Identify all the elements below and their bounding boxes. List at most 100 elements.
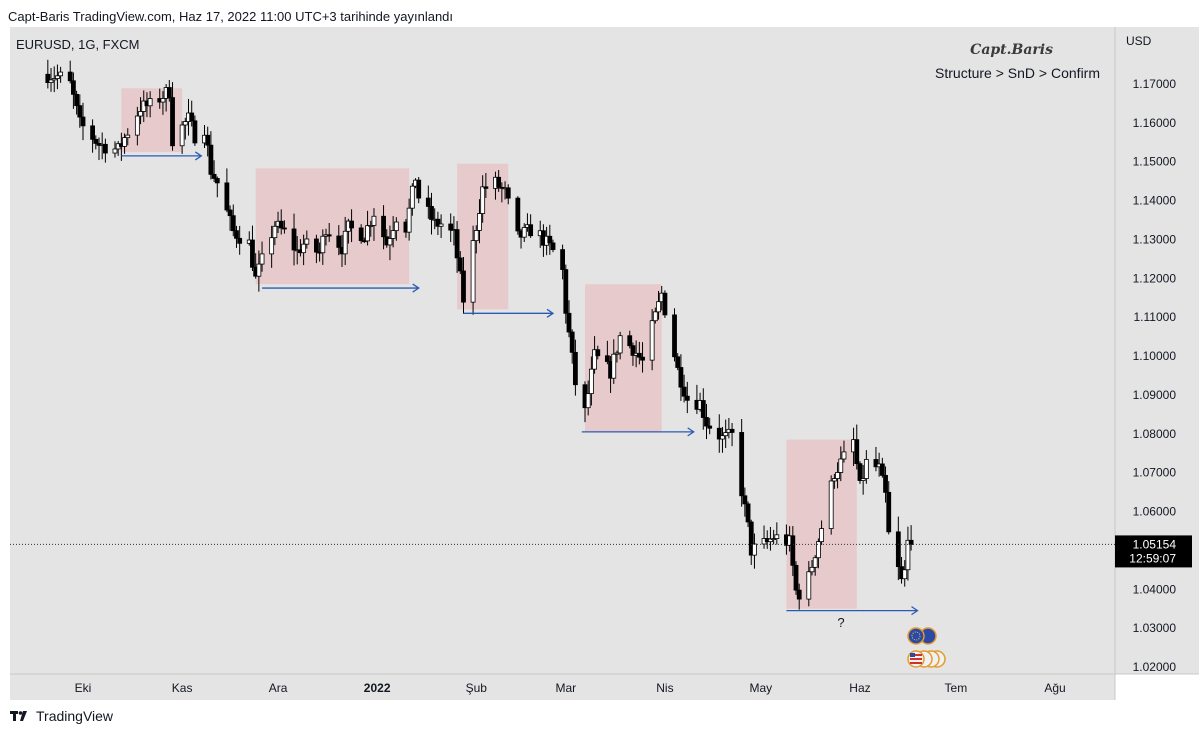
us-flag-icon[interactable]: [907, 650, 946, 668]
price-tick-label: 1.09000: [1133, 388, 1177, 402]
candle: [278, 209, 284, 235]
zone-arrow[interactable]: [262, 283, 420, 293]
candle: [796, 583, 802, 610]
time-tick-label: Ağu: [1044, 681, 1065, 695]
price-tick-label: 1.10000: [1133, 349, 1177, 363]
candle: [649, 309, 655, 371]
candle: [841, 440, 847, 463]
candle: [617, 331, 623, 360]
candle: [480, 175, 486, 223]
candle: [547, 224, 553, 255]
price-tick-label: 1.04000: [1133, 582, 1177, 596]
candle: [416, 176, 422, 204]
currency-label: USD: [1126, 34, 1152, 48]
candle: [895, 516, 901, 581]
candle: [368, 220, 374, 237]
candle: [768, 526, 773, 551]
candle: [883, 466, 888, 503]
candle: [304, 230, 310, 249]
candle: [902, 560, 908, 587]
candle: [723, 419, 729, 448]
candle: [429, 192, 434, 235]
time-tick-label: May: [750, 681, 773, 695]
footer-brand: TradingView: [36, 708, 114, 724]
candle: [569, 329, 575, 364]
candle: [806, 561, 812, 607]
subtitle-label: Structure > SnD > Confirm: [935, 65, 1100, 81]
candle: [147, 91, 153, 118]
candle: [704, 403, 709, 440]
price-tick-label: 1.02000: [1133, 660, 1177, 674]
candle: [614, 350, 620, 363]
price-tick-label: 1.03000: [1133, 621, 1177, 635]
candle: [585, 380, 591, 416]
candle: [790, 526, 796, 576]
price-tick-label: 1.16000: [1133, 116, 1177, 130]
price-tick-label: 1.08000: [1133, 427, 1177, 441]
candle: [230, 204, 236, 237]
price-tick-label: 1.14000: [1133, 194, 1177, 208]
candle: [58, 66, 64, 83]
price-tick-label: 1.11000: [1134, 310, 1177, 324]
candle: [793, 561, 799, 595]
candles: [45, 59, 914, 610]
candle: [224, 168, 230, 213]
candle: [438, 214, 444, 239]
event-icons[interactable]: [907, 627, 946, 668]
zone-arrow[interactable]: [581, 427, 695, 437]
candle: [179, 121, 185, 154]
candle: [716, 414, 722, 453]
candle: [604, 340, 610, 365]
candle: [707, 417, 713, 435]
candle: [259, 241, 265, 272]
candle: [45, 59, 51, 89]
watermark-signature: Capt.Baris: [970, 42, 1053, 58]
time-tick-label: 2022: [364, 681, 391, 695]
candle: [681, 374, 687, 403]
candle: [77, 94, 83, 128]
candle: [656, 290, 661, 320]
zone-arrow[interactable]: [786, 606, 919, 616]
candle: [700, 388, 706, 430]
price-tick-label: 1.17000: [1133, 77, 1177, 91]
candle: [592, 336, 597, 374]
candle: [208, 131, 214, 180]
time-axis[interactable]: [10, 674, 1115, 700]
candle: [473, 225, 479, 254]
candle: [189, 100, 195, 127]
candle: [560, 244, 566, 280]
candle: [102, 138, 108, 163]
time-tick-label: Haz: [849, 681, 870, 695]
symbol-label[interactable]: EURUSD, 1G, FXCM: [16, 37, 140, 52]
candle: [748, 519, 754, 565]
candle: [611, 339, 617, 384]
zone-arrow[interactable]: [463, 308, 555, 318]
candle: [675, 353, 681, 371]
candle: [566, 300, 572, 338]
candle: [828, 475, 834, 535]
candle: [435, 211, 441, 235]
candle: [93, 135, 99, 150]
candle: [358, 224, 364, 244]
candle: [505, 184, 511, 205]
candle: [595, 345, 601, 360]
candle: [774, 522, 780, 545]
time-tick-label: Tem: [945, 681, 968, 695]
price-tick-label: 1.12000: [1133, 271, 1177, 285]
candle: [771, 529, 777, 545]
price-tick-label: 1.13000: [1133, 232, 1177, 246]
price-axis-labels: 1.17000 1.16000 1.15000 1.14000 1.13000 1.120…: [1133, 77, 1177, 674]
candle: [720, 426, 725, 453]
candle: [320, 229, 326, 265]
candle: [282, 220, 287, 234]
eu-flag-icon[interactable]: [907, 627, 937, 645]
candle: [71, 72, 76, 109]
candle: [214, 176, 220, 198]
candle: [863, 450, 869, 484]
candle: [857, 461, 863, 484]
candle: [192, 115, 198, 146]
zone-arrow[interactable]: [121, 151, 203, 161]
candle: [80, 102, 86, 141]
candle: [461, 256, 466, 314]
